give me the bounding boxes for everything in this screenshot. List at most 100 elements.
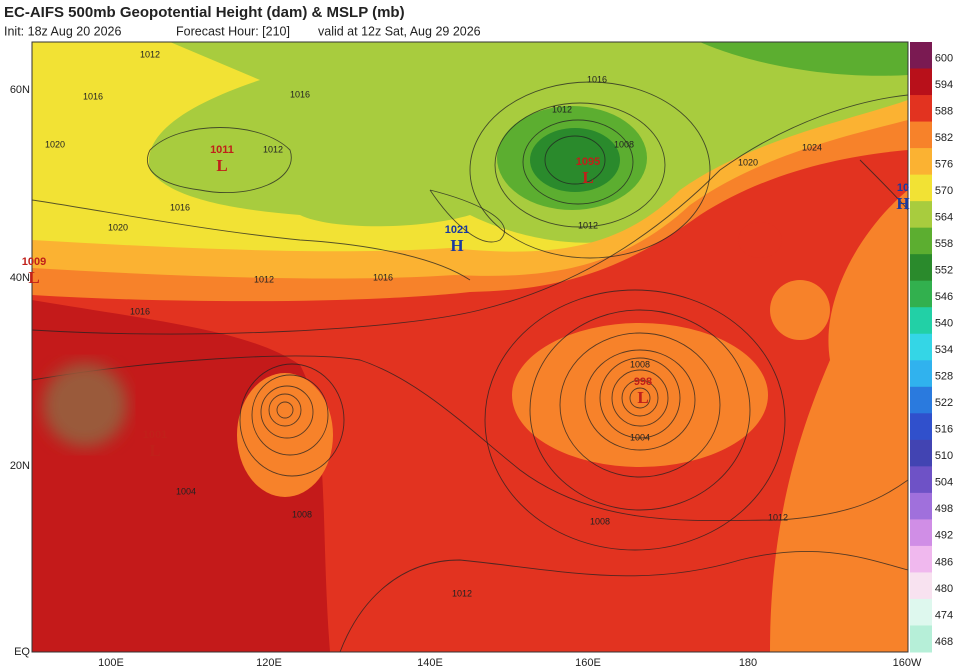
isobar-label: 1012 bbox=[578, 220, 598, 230]
isobar-label: 1024 bbox=[802, 142, 822, 152]
pressure-value: 1095 bbox=[576, 156, 600, 168]
valid-time: valid at 12z Sat, Aug 29 2026 bbox=[318, 24, 481, 38]
colorbar-swatch bbox=[910, 625, 932, 653]
pressure-value: 1021 bbox=[445, 224, 469, 236]
colorbar-label: 540 bbox=[935, 318, 953, 330]
colorbar-label: 564 bbox=[935, 211, 953, 223]
colorbar-label: 570 bbox=[935, 185, 953, 197]
pressure-value: 1001 bbox=[143, 429, 167, 441]
colorbar-label: 522 bbox=[935, 397, 953, 409]
colorbar-swatch bbox=[910, 360, 932, 388]
colorbar-swatch bbox=[910, 148, 932, 176]
colorbar-swatch bbox=[910, 598, 932, 626]
map-labels: 100E 120E 140E 160E 180 160W 60N 40N 20N EQ 600 594… bbox=[10, 42, 953, 669]
colorbar-swatch bbox=[910, 68, 932, 96]
latitude-label: 40N bbox=[10, 272, 30, 284]
colorbar-swatch bbox=[910, 174, 932, 202]
colorbar-swatch bbox=[910, 42, 932, 70]
colorbar-label: 468 bbox=[935, 636, 953, 648]
pressure-symbol: L bbox=[149, 441, 160, 460]
isobar-label: 1012 bbox=[768, 512, 788, 522]
colorbar-label: 576 bbox=[935, 158, 953, 170]
colorbar-label: 528 bbox=[935, 371, 953, 383]
isobar-label: 1008 bbox=[590, 516, 610, 526]
colorbar-label: 510 bbox=[935, 450, 953, 462]
colorbar-swatch bbox=[910, 254, 932, 282]
isobar-label: 1020 bbox=[45, 139, 65, 149]
height-orange-patch bbox=[770, 280, 830, 340]
isobar-label: 1012 bbox=[140, 49, 160, 59]
pressure-value: 10 bbox=[897, 182, 909, 194]
isobar-label: 1016 bbox=[290, 89, 310, 99]
height-dark-green bbox=[600, 42, 908, 76]
longitude-label: 180 bbox=[739, 657, 757, 669]
init-time: Init: 18z Aug 20 2026 bbox=[4, 24, 122, 38]
colorbar-swatch bbox=[910, 519, 932, 547]
isobar-label: 1012 bbox=[552, 104, 572, 114]
latitude-label: 60N bbox=[10, 84, 30, 96]
isobar-label: 1020 bbox=[738, 157, 758, 167]
isobar-label: 1016 bbox=[83, 91, 103, 101]
pressure-value: 1009 bbox=[22, 256, 46, 268]
isobar-label: 1016 bbox=[373, 272, 393, 282]
pressure-value: 1011 bbox=[210, 144, 234, 156]
title: EC-AIFS 500mb Geopotential Height (dam) … bbox=[4, 4, 405, 21]
colorbar-label: 546 bbox=[935, 291, 953, 303]
colorbar-swatch bbox=[910, 307, 932, 335]
colorbar-swatch bbox=[910, 121, 932, 149]
blurred-watermark bbox=[43, 363, 127, 447]
longitude-label: 120E bbox=[256, 657, 282, 669]
pressure-symbol: L bbox=[582, 168, 593, 187]
colorbar-label: 480 bbox=[935, 583, 953, 595]
colorbar-label: 552 bbox=[935, 265, 953, 277]
colorbar-label: 486 bbox=[935, 556, 953, 568]
pressure-value: 998 bbox=[634, 376, 652, 388]
latitude-label: 20N bbox=[10, 460, 30, 472]
colorbar-label: 588 bbox=[935, 105, 953, 117]
isobar-label: 1012 bbox=[254, 274, 274, 284]
isobar-label: 1016 bbox=[130, 306, 150, 316]
colorbar-swatch bbox=[910, 95, 932, 123]
colorbar-label: 582 bbox=[935, 132, 953, 144]
pressure-symbol: L bbox=[28, 268, 39, 287]
isobar-label: 1008 bbox=[614, 139, 634, 149]
colorbar-swatch bbox=[910, 492, 932, 520]
longitude-label: 160E bbox=[575, 657, 601, 669]
colorbar-label: 558 bbox=[935, 238, 953, 250]
colorbar-swatch bbox=[910, 227, 932, 255]
colorbar-swatch bbox=[910, 466, 932, 494]
colorbar-swatch bbox=[910, 545, 932, 573]
isobar-label: 1016 bbox=[587, 74, 607, 84]
pressure-symbol: H bbox=[896, 194, 909, 213]
map-frame bbox=[31, 41, 909, 653]
height-orange-east bbox=[512, 323, 768, 467]
colorbar-swatch bbox=[910, 413, 932, 441]
height-orange-right bbox=[770, 190, 908, 652]
longitude-label: 100E bbox=[98, 657, 124, 669]
isobars bbox=[32, 81, 908, 652]
isobar-label: 1008 bbox=[630, 359, 650, 369]
colorbar-swatch bbox=[910, 280, 932, 308]
colorbar-label: 534 bbox=[935, 344, 953, 356]
colorbar-label: 594 bbox=[935, 79, 953, 91]
isobar-label: 1012 bbox=[263, 144, 283, 154]
isobar-label: 1016 bbox=[170, 202, 190, 212]
latitude-label: EQ bbox=[14, 646, 30, 658]
colorbar-label: 498 bbox=[935, 503, 953, 515]
height-red-patch bbox=[738, 222, 782, 258]
isobar-label: 1004 bbox=[176, 486, 196, 496]
colorbar-swatch bbox=[910, 386, 932, 414]
colorbar-label: 492 bbox=[935, 530, 953, 542]
colorbar-label: 516 bbox=[935, 424, 953, 436]
colorbar-label: 474 bbox=[935, 609, 953, 621]
longitude-label: 140E bbox=[417, 657, 443, 669]
isobar-label: 1012 bbox=[452, 588, 472, 598]
colorbar-label: 600 bbox=[935, 52, 953, 64]
isobar-label: 1004 bbox=[630, 432, 650, 442]
forecast-hour: Forecast Hour: [210] bbox=[176, 24, 290, 38]
map-field bbox=[32, 42, 908, 652]
colorbar-label: 504 bbox=[935, 477, 953, 489]
pressure-symbol: L bbox=[216, 156, 227, 175]
height-orange-taiwan bbox=[237, 373, 333, 497]
